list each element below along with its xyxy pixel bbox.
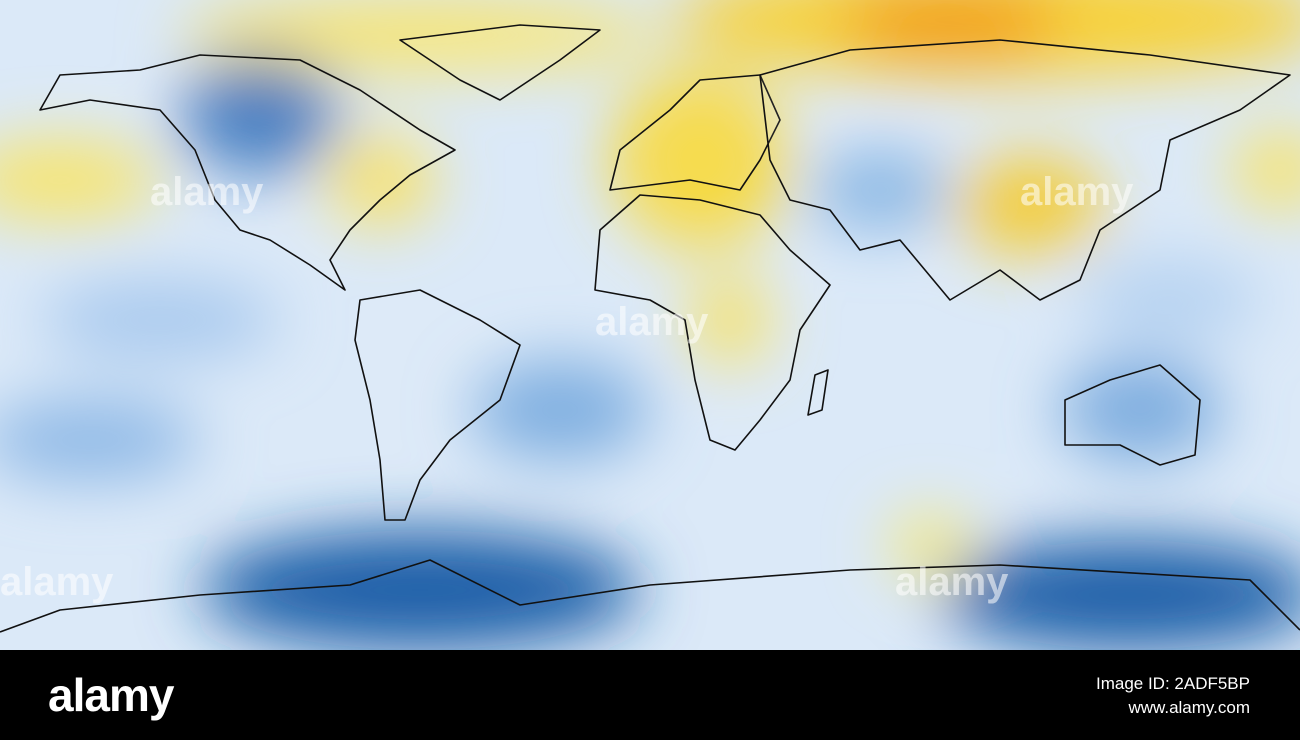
footer-bar: alamy Image ID: 2ADF5BP www.alamy.com — [0, 650, 1300, 740]
image-id: Image ID: 2ADF5BP — [1095, 674, 1250, 693]
asia — [759, 39, 1291, 301]
antarctica — [0, 559, 1300, 633]
logo: alamy — [48, 669, 174, 721]
watermark: alamy — [150, 170, 264, 214]
europe — [609, 74, 781, 191]
site-url: www.alamy.com — [1128, 698, 1250, 717]
watermark: alamy — [0, 560, 114, 604]
australia — [1064, 364, 1201, 466]
watermark: alamy — [895, 560, 1009, 604]
watermarks: alamy alamy alamy alamy alamy — [0, 170, 1134, 604]
coastlines — [0, 24, 1300, 633]
watermark: alamy — [595, 300, 709, 344]
greenland — [399, 24, 601, 101]
madagascar — [807, 369, 829, 416]
africa — [594, 194, 831, 451]
anomaly-field — [0, 0, 1300, 650]
south-america — [354, 289, 521, 521]
anomaly-map: alamy alamy alamy alamy alamy — [0, 0, 1300, 650]
north-america — [39, 54, 456, 291]
watermark: alamy — [1020, 170, 1134, 214]
